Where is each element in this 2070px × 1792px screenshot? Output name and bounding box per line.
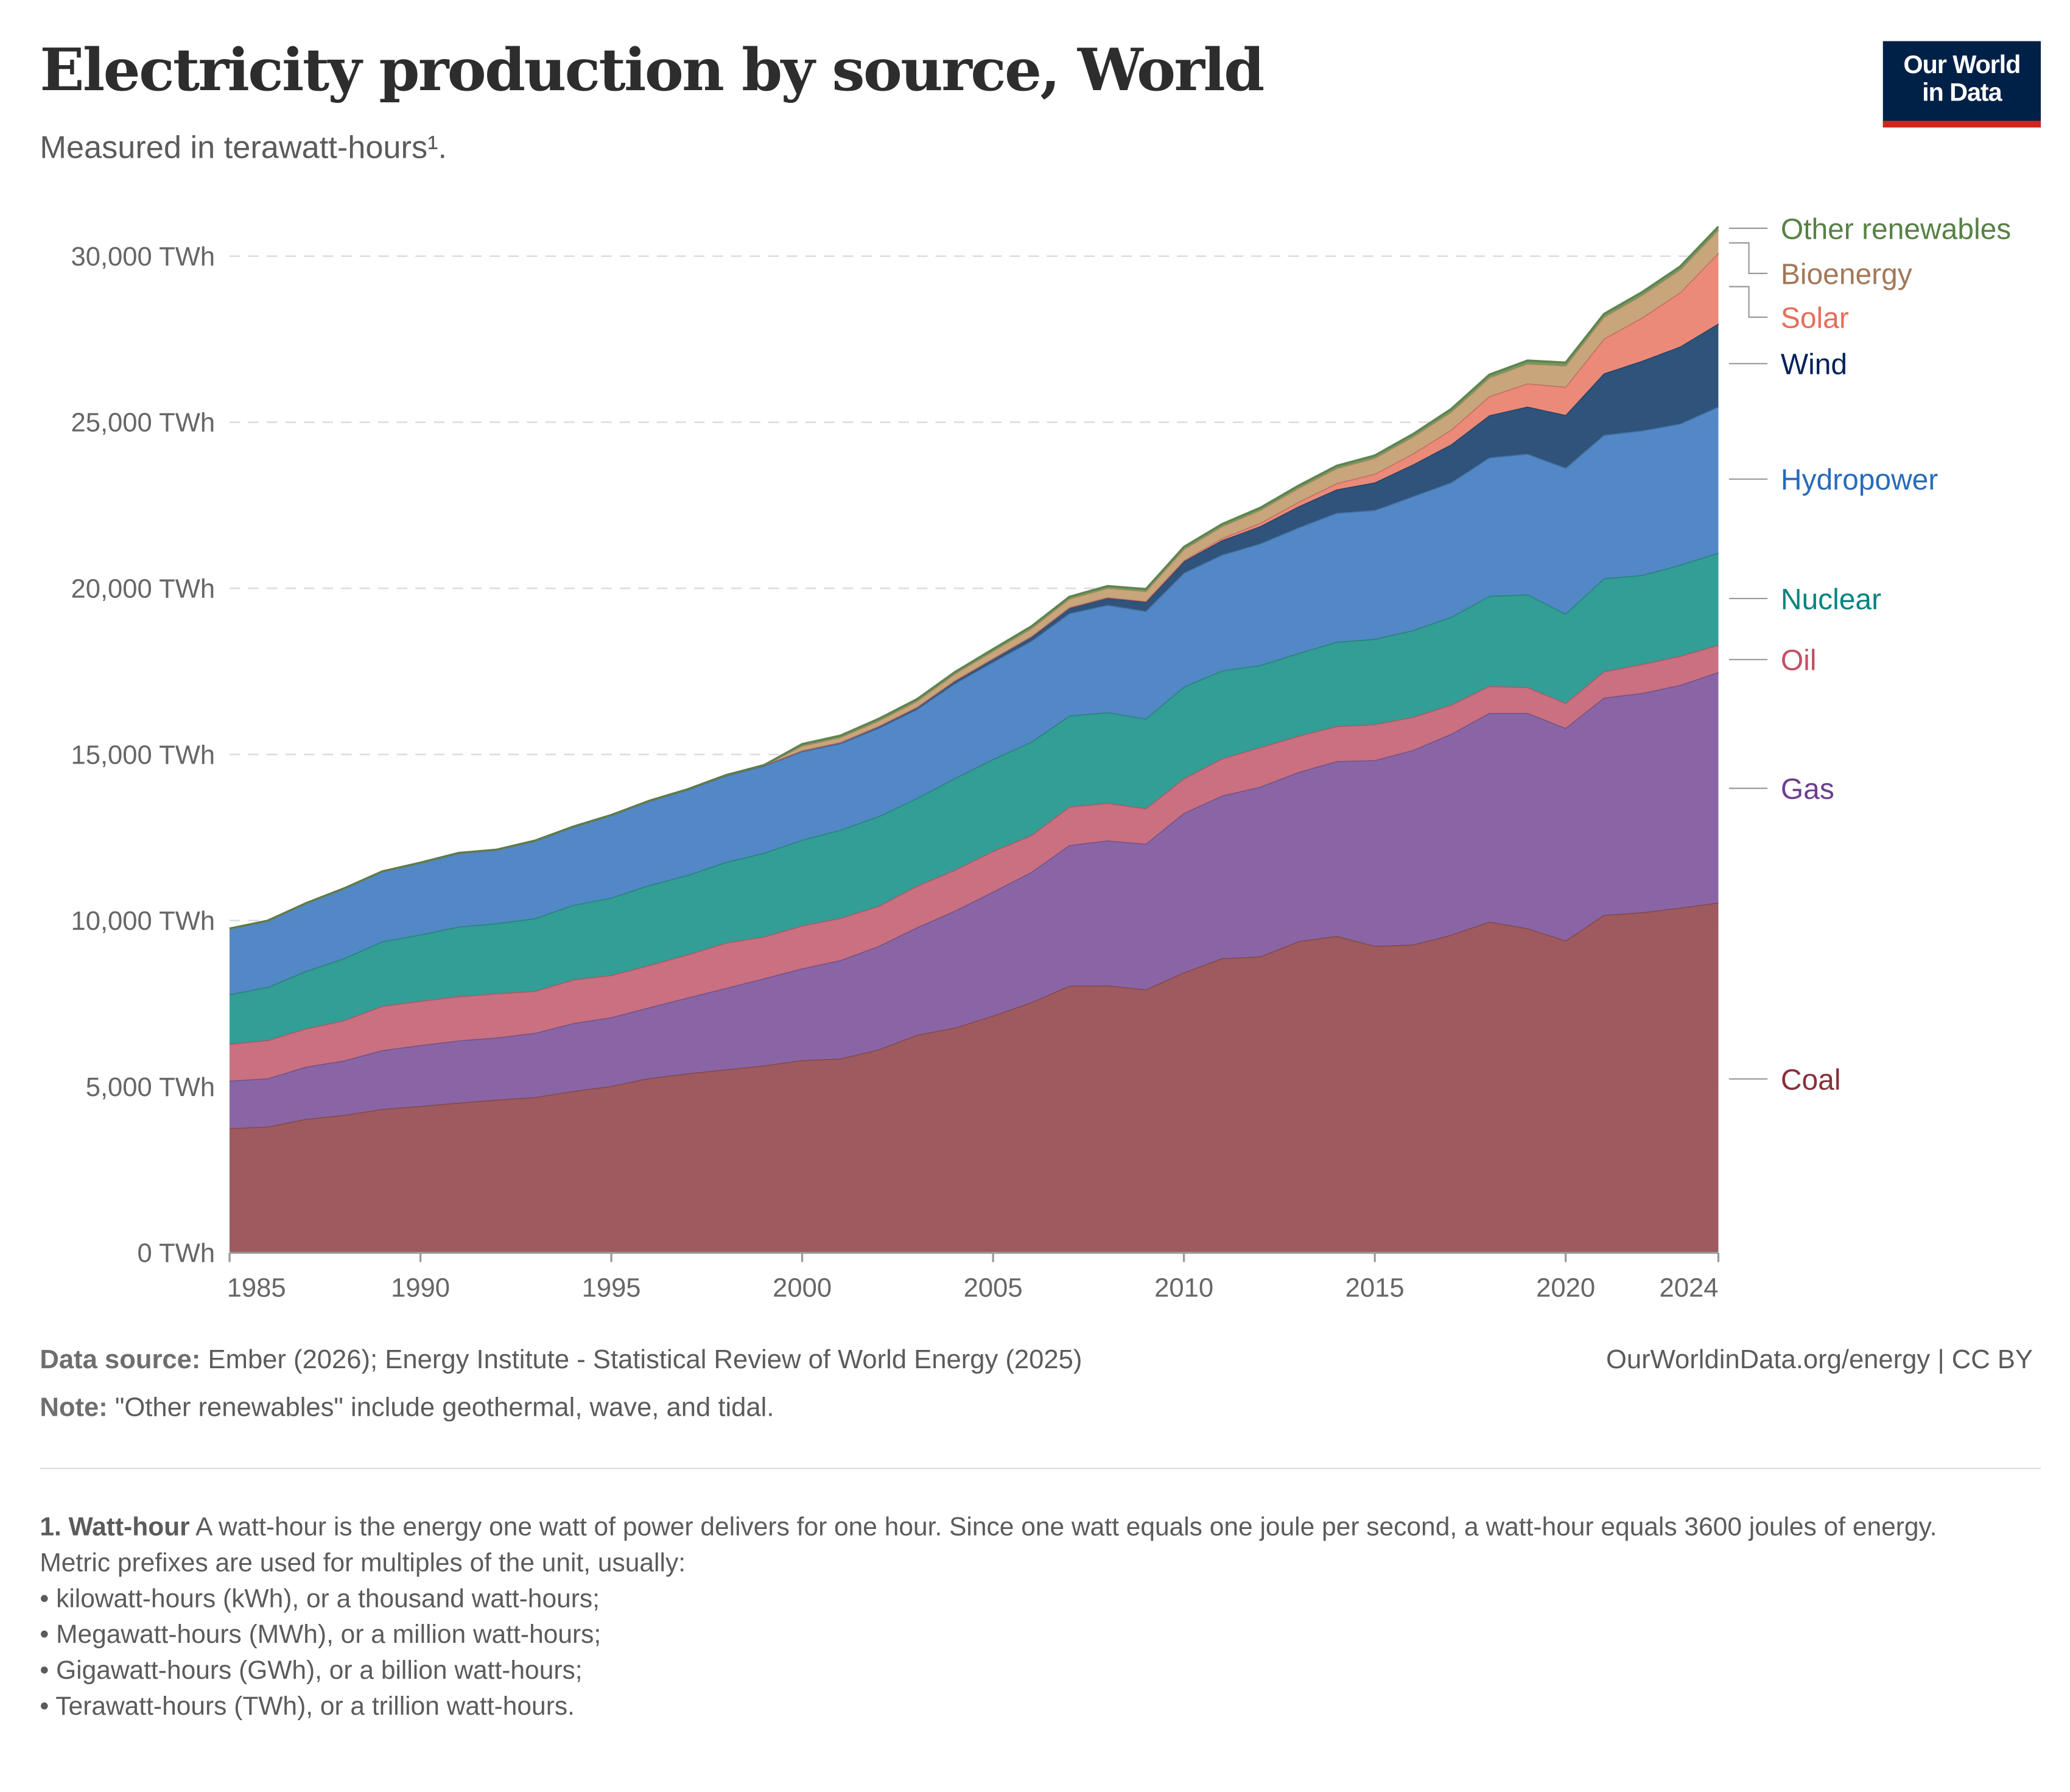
y-tick-label: 25,000 TWh [71,409,215,438]
legend-label-bioenergy: Bioenergy [1781,258,1912,290]
logo-accent-bar [1882,121,2041,128]
area-edge-other-renewables [229,225,1719,930]
legend-label-hydropower: Hydropower [1781,464,1938,496]
chart-title: Electricity production by source, World [40,37,1265,105]
area-gas [230,672,1719,1128]
footnote-intro: Metric prefixes are used for multiples o… [40,1548,686,1578]
note: Note: "Other renewables" include geother… [40,1393,774,1424]
area-edge-nuclear [229,552,1719,996]
x-tick-label: 2010 [1154,1273,1213,1302]
x-tick-label: 2024 [1659,1273,1718,1302]
note-label: Note: [40,1393,108,1423]
x-tick-label: 2020 [1536,1273,1595,1302]
y-tick-label: 10,000 TWh [71,907,215,936]
area-nuclear [230,552,1719,1044]
legend-label-oil: Oil [1781,645,1817,677]
data-source-label: Data source: [40,1346,201,1375]
y-tick-label: 20,000 TWh [71,575,215,604]
footnote: 1. Watt-hour A watt-hour is the energy o… [40,1510,1977,1725]
chart-subtitle: Measured in terawatt-hours¹. [40,130,447,166]
y-tick-label: 0 TWh [138,1239,216,1268]
legend-connector [1728,286,1768,318]
area-coal [230,902,1719,1253]
y-tick-label: 15,000 TWh [71,740,215,770]
area-hydropower [230,406,1719,994]
y-tick-label: 30,000 TWh [71,242,215,272]
footnote-item: • kilowatt-hours (kWh), or a thousand wa… [40,1584,600,1614]
x-tick-label: 2015 [1345,1273,1405,1302]
footnote-term: 1. Watt-hour [40,1513,190,1542]
logo-line-1: Our World [1903,52,2021,80]
legend-label-nuclear: Nuclear [1781,583,1881,616]
x-tick-label: 2000 [773,1273,832,1302]
legend-connector [1728,242,1768,275]
data-source-text: Ember (2026); Energy Institute - Statist… [200,1346,1082,1375]
logo-line-2: in Data [1922,79,2002,108]
legend-label-solar: Solar [1781,302,1849,334]
footnote-item: • Megawatt-hours (MWh), or a million wat… [40,1620,602,1650]
x-tick-label: 1990 [391,1273,450,1302]
legend-label-coal: Coal [1781,1064,1841,1096]
stacked-area-chart: 0 TWh 5,000 TWh 10,000 TWh 15,000 TWh 20,000… [71,213,2011,1302]
y-tick-label: 5,000 TWh [86,1073,215,1102]
divider [40,1467,2041,1469]
note-text: "Other renewables" include geothermal, w… [107,1393,774,1423]
x-tick-label: 1995 [582,1273,641,1302]
footnote-definition: A watt-hour is the energy one watt of po… [189,1513,1937,1542]
legend-label-wind: Wind [1781,349,1847,381]
data-source: Data source: Ember (2026); Energy Instit… [40,1346,1082,1376]
legend-label-gas: Gas [1781,773,1834,806]
area-oil [230,645,1719,1081]
attribution-link[interactable]: OurWorldinData.org/energy | CC BY [1606,1346,2033,1375]
x-tick-label: 2005 [964,1273,1023,1302]
x-tick-label: 1985 [227,1273,286,1302]
legend-label-other-renewables: Other renewables [1781,213,2011,245]
footnote-item: • Gigawatt-hours (GWh), or a billion wat… [40,1656,583,1685]
footnote-item: • Terawatt-hours (TWh), or a trillion wa… [40,1692,575,1721]
owid-logo[interactable]: Our World in Data [1882,41,2041,128]
